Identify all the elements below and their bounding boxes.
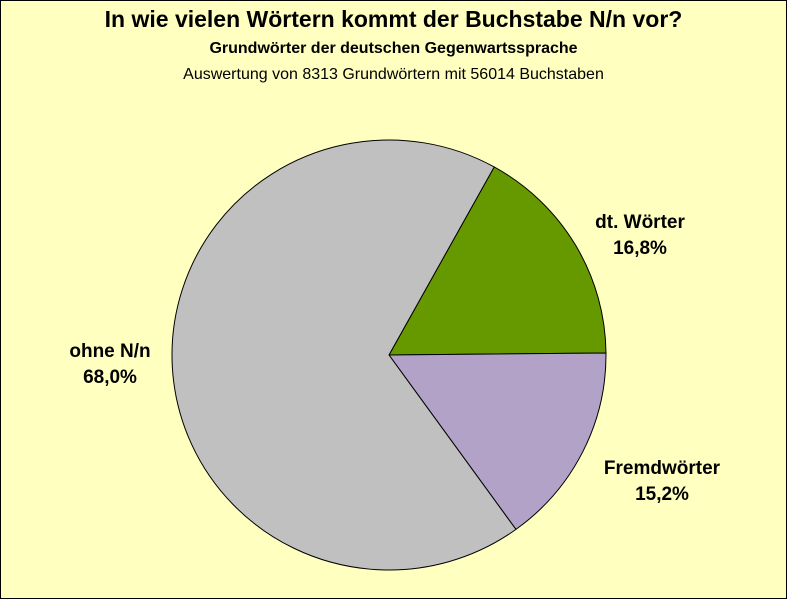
chart-subtitle: Grundwörter der deutschen Gegenwartsspra… — [209, 40, 578, 57]
slice-label-name: ohne N/n — [69, 341, 150, 362]
pie-slice-2 — [388, 352, 607, 531]
slice-label-value: 16,8% — [613, 238, 667, 259]
slice-label-name: Fremdwörter — [604, 458, 721, 479]
slice-label-2: Fremdwörter 15,2% — [604, 458, 721, 505]
pie-slice-1 — [388, 166, 607, 356]
slice-label-name: dt. Wörter — [595, 212, 685, 233]
slice-label-1: dt. Wörter 16,8% — [595, 212, 685, 259]
chart-description: Auswertung von 8313 Grundwörtern mit 560… — [183, 66, 604, 83]
slice-label-3: ohne N/n 68,0% — [69, 341, 150, 388]
slice-label-value: 15,2% — [635, 484, 689, 505]
pie-slice-3 — [171, 139, 517, 571]
chart-title: In wie vielen Wörtern kommt der Buchstab… — [104, 6, 683, 32]
pie-slices — [171, 139, 607, 571]
slice-label-value: 68,0% — [83, 367, 137, 388]
slice-labels: dt. Wörter 16,8% Fremdwörter 15,2% ohne N/n 6… — [69, 212, 720, 505]
